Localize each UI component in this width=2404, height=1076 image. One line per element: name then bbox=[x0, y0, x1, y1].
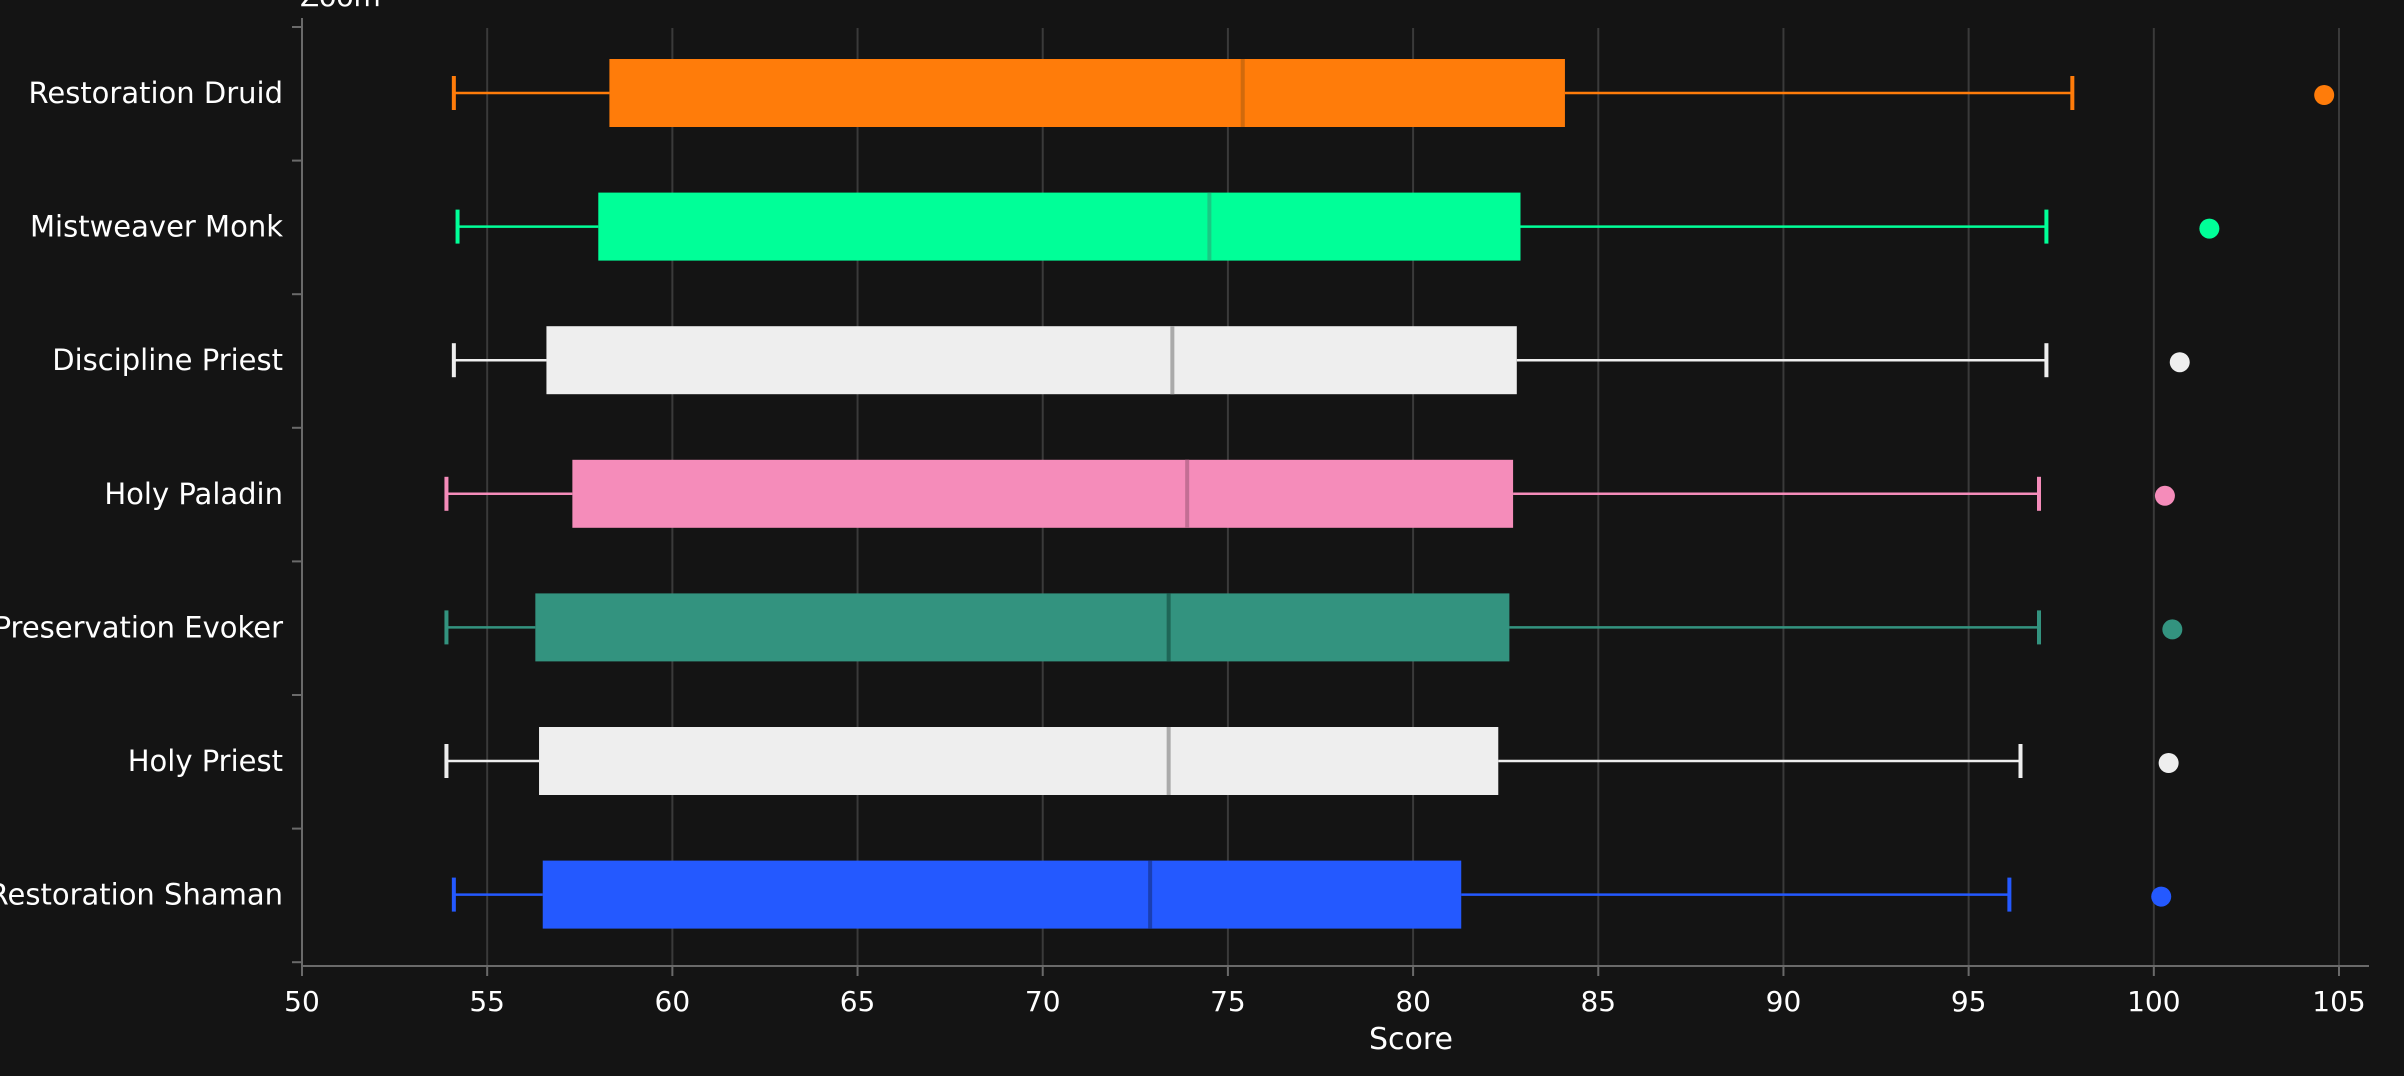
x-tick-label: 75 bbox=[1210, 985, 1246, 1018]
x-tick-label: 50 bbox=[284, 985, 320, 1018]
box-group: Holy Paladin bbox=[104, 459, 2175, 528]
iqr-box bbox=[539, 727, 1499, 795]
box-group: Mistweaver Monk bbox=[30, 192, 2220, 261]
zoom-label: Zoom bbox=[300, 0, 381, 13]
x-axis-title: Score bbox=[1369, 1022, 1453, 1057]
box-group: Discipline Priest bbox=[52, 326, 2190, 395]
x-tick-label: 85 bbox=[1580, 985, 1616, 1018]
category-label: Mistweaver Monk bbox=[30, 210, 283, 244]
outlier-point bbox=[2162, 619, 2183, 640]
box-group: Holy Priest bbox=[128, 727, 2179, 795]
box-group: Restoration Druid bbox=[29, 59, 2335, 127]
outlier-point bbox=[2158, 753, 2179, 773]
category-label: Discipline Priest bbox=[52, 343, 283, 377]
category-label: Restoration Druid bbox=[29, 76, 283, 110]
outlier-point bbox=[2314, 85, 2335, 105]
box-group: Restoration Shaman bbox=[0, 860, 2172, 929]
outlier-point bbox=[2169, 352, 2190, 373]
box-layer: Restoration Druid Mistweaver Monk Discipli… bbox=[0, 59, 2335, 929]
category-label: Holy Priest bbox=[128, 744, 283, 778]
x-tick-label: 90 bbox=[1766, 985, 1802, 1018]
outlier-point bbox=[2199, 218, 2220, 239]
iqr-box bbox=[535, 593, 1510, 662]
x-tick-label: 70 bbox=[1025, 985, 1061, 1018]
category-label: Holy Paladin bbox=[104, 477, 283, 511]
axis-layer: Zoom Score 50 55 60 65 70 75 80 85 90 95 100 105 bbox=[284, 0, 2369, 1057]
iqr-box bbox=[572, 459, 1514, 528]
x-tick-label: 80 bbox=[1395, 985, 1431, 1018]
outlier-point bbox=[2154, 485, 2175, 506]
iqr-box bbox=[598, 192, 1521, 261]
category-label: Preservation Evoker bbox=[0, 610, 283, 644]
x-tick-label: 65 bbox=[840, 985, 876, 1018]
x-tick-label: 60 bbox=[655, 985, 691, 1018]
x-tick-label: 55 bbox=[469, 985, 505, 1018]
outlier-point bbox=[2151, 886, 2172, 907]
box-group: Preservation Evoker bbox=[0, 593, 2183, 662]
category-label: Restoration Shaman bbox=[0, 878, 283, 912]
x-tick-label: 105 bbox=[2312, 985, 2365, 1018]
iqr-box bbox=[609, 59, 1565, 127]
iqr-box bbox=[542, 860, 1462, 929]
x-tick-label: 100 bbox=[2127, 985, 2180, 1018]
iqr-box bbox=[546, 326, 1517, 395]
x-tick-label: 95 bbox=[1951, 985, 1987, 1018]
